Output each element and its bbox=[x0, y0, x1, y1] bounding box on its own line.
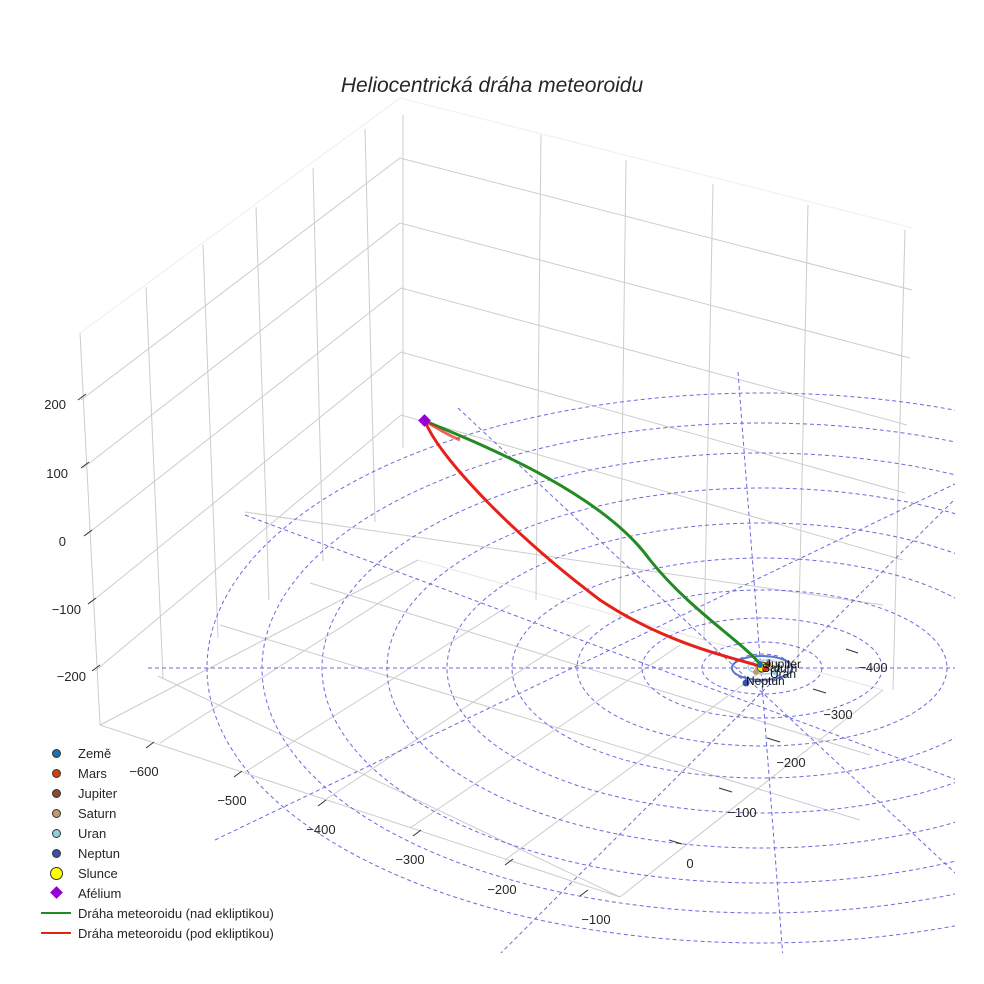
z-tick-label: 200 bbox=[44, 397, 66, 412]
mars-icon bbox=[52, 769, 61, 778]
z-tick-label: 0 bbox=[59, 534, 66, 549]
mars-marker bbox=[762, 666, 768, 672]
sun-icon bbox=[50, 867, 63, 880]
legend-item-orbit-below[interactable]: Dráha meteoroidu (pod ekliptikou) bbox=[38, 923, 274, 943]
x-tick-label: −400 bbox=[306, 822, 335, 837]
planet-markers bbox=[742, 661, 778, 687]
jupiter-icon bbox=[52, 789, 61, 798]
x-tick-label: −600 bbox=[129, 764, 158, 779]
x-axis bbox=[145, 741, 589, 897]
diamond-icon bbox=[50, 886, 63, 899]
orbit-above-ecliptic bbox=[424, 419, 762, 665]
box-grid bbox=[79, 97, 914, 898]
legend-item-zeme[interactable]: Země bbox=[38, 743, 274, 763]
x-tick-labels: −600 −500 −400 −300 −200 −100 bbox=[129, 764, 610, 927]
uranus-marker bbox=[772, 669, 778, 675]
neptune-marker bbox=[742, 679, 750, 687]
green-line-icon bbox=[41, 912, 71, 914]
planet-label: Uran bbox=[770, 667, 796, 681]
earth-marker bbox=[757, 662, 763, 668]
z-tick-label: 100 bbox=[46, 466, 68, 481]
z-tick-label: −200 bbox=[57, 669, 86, 684]
y-tick-label: 0 bbox=[686, 856, 693, 871]
planet-label: Saturn bbox=[762, 661, 797, 675]
x-tick-label: −300 bbox=[395, 852, 424, 867]
planet-label: Jupiter bbox=[765, 657, 801, 671]
legend-item-slunce[interactable]: Slunce bbox=[38, 863, 274, 883]
z-tick-label: −100 bbox=[52, 602, 81, 617]
legend-item-afelium[interactable]: Afélium bbox=[38, 883, 274, 903]
ecliptic-grid bbox=[148, 371, 955, 953]
legend-item-neptun[interactable]: Neptun bbox=[38, 843, 274, 863]
legend-item-saturn[interactable]: Saturn bbox=[38, 803, 274, 823]
z-tick-labels: 200 100 0 −100 −200 bbox=[44, 397, 86, 684]
y-tick-label: −300 bbox=[823, 707, 852, 722]
x-tick-label: −500 bbox=[217, 793, 246, 808]
saturn-icon bbox=[52, 809, 61, 818]
x-tick-label: −100 bbox=[581, 912, 610, 927]
legend-item-orbit-above[interactable]: Dráha meteoroidu (nad ekliptikou) bbox=[38, 903, 274, 923]
legend: Země Mars Jupiter Saturn Uran Neptun Slu… bbox=[38, 743, 274, 943]
earth-icon bbox=[52, 749, 61, 758]
x-tick-label: −200 bbox=[487, 882, 516, 897]
aphelion-marker bbox=[418, 414, 431, 427]
z-axis bbox=[77, 393, 101, 672]
chart-title: Heliocentrická dráha meteoroidu bbox=[340, 74, 644, 97]
y-tick-label: −400 bbox=[858, 660, 887, 675]
neptune-icon bbox=[52, 849, 61, 858]
y-tick-labels: −400 −300 −200 −100 0 bbox=[686, 660, 887, 871]
planet-label: Neptun bbox=[746, 674, 785, 688]
legend-item-mars[interactable]: Mars bbox=[38, 763, 274, 783]
red-line-icon bbox=[41, 932, 71, 934]
y-tick-label: −200 bbox=[776, 755, 805, 770]
orbit-below-ecliptic bbox=[423, 420, 761, 668]
legend-item-uran[interactable]: Uran bbox=[38, 823, 274, 843]
y-tick-label: −100 bbox=[727, 805, 756, 820]
legend-item-jupiter[interactable]: Jupiter bbox=[38, 783, 274, 803]
saturn-marker bbox=[753, 669, 759, 675]
planet-labels: Jupiter Saturn Uran Neptun bbox=[746, 657, 801, 688]
uranus-icon bbox=[52, 829, 61, 838]
jupiter-marker bbox=[765, 661, 771, 667]
y-axis bbox=[668, 648, 859, 845]
